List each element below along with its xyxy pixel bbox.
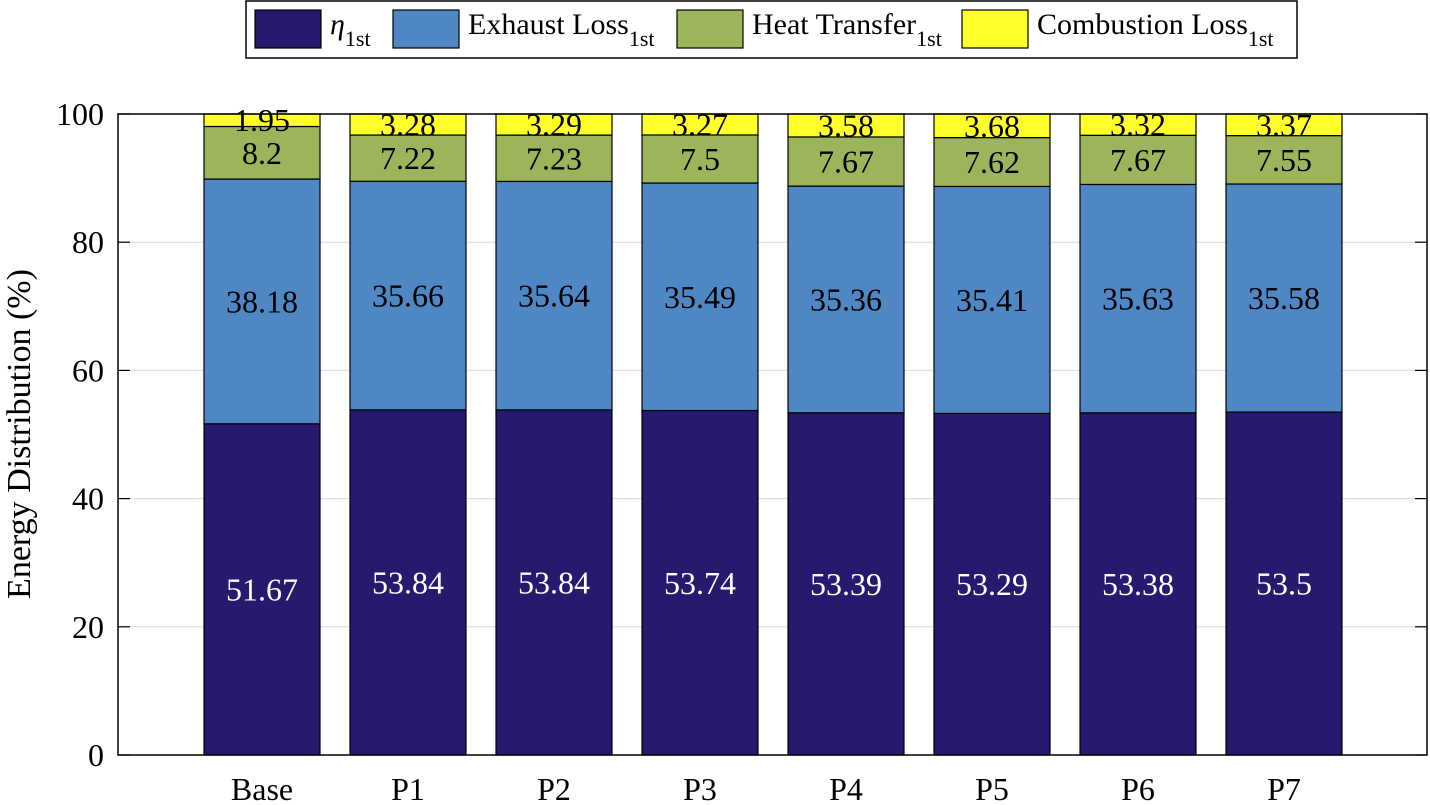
gridlines — [118, 241, 1427, 628]
x-tick-label: P1 — [391, 771, 425, 805]
bar-value-label: 7.67 — [818, 144, 874, 180]
y-tick-label: 60 — [72, 352, 104, 388]
bar-value-label: 53.84 — [518, 564, 590, 600]
x-tick-label: P5 — [975, 771, 1009, 805]
bar-value-label: 7.23 — [526, 140, 582, 176]
y-tick-marks — [118, 113, 1427, 756]
bar-value-label: 53.74 — [664, 565, 736, 601]
bar-value-label: 3.37 — [1256, 107, 1312, 143]
bar-segment — [1225, 135, 1343, 185]
bar-value-label: 53.29 — [956, 566, 1028, 602]
bar-value-labels: 51.67 38.18 8.21.95 53.84 35.66 7.223.28 53.84… — [226, 102, 1320, 607]
bar-segment — [787, 412, 905, 756]
bar-value-label: 3.29 — [526, 107, 582, 143]
x-tick-label: Base — [231, 771, 293, 805]
bar-value-label: 53.39 — [810, 566, 882, 602]
bar-value-label: 1.95 — [234, 102, 290, 138]
bar-segment — [787, 136, 905, 187]
bar-segment — [641, 182, 759, 412]
legend-label-subscript: 1st — [629, 26, 655, 51]
y-axis-label: Energy Distribution (%) — [1, 269, 38, 599]
bar-segment — [787, 185, 905, 414]
x-tick-label: P6 — [1121, 771, 1155, 805]
bar-value-label: 3.28 — [380, 107, 436, 143]
y-tick-labels: 0 20 40 60 80 100 — [56, 96, 104, 773]
legend-items: η1st Exhaust Loss1st Heat Transfer1st Combu… — [254, 8, 1274, 51]
bar-value-label: 53.84 — [372, 564, 444, 600]
legend-swatch — [961, 9, 1029, 49]
bar-segment — [495, 134, 613, 183]
x-tick-labels: Base P1 P2 P3 P4 P5 P6 P7 — [231, 771, 1301, 805]
bar-segment — [1225, 411, 1343, 756]
legend-label: Heat Transfer1st — [752, 8, 942, 51]
legend-label-subscript: 1st — [1248, 26, 1274, 51]
bar-value-label: 53.5 — [1256, 566, 1312, 602]
x-tick-label: P2 — [537, 771, 571, 805]
legend-label-main: Exhaust Loss — [468, 8, 629, 41]
bar-value-label: 35.66 — [372, 278, 444, 314]
axes-background — [118, 114, 1427, 755]
bar-value-label: 51.67 — [226, 571, 298, 607]
legend-swatch — [676, 9, 744, 49]
bar-value-label: 7.55 — [1256, 142, 1312, 178]
bar-value-label: 35.36 — [810, 281, 882, 317]
legend-label-main: Heat Transfer — [752, 8, 916, 41]
axes-frame — [117, 113, 1428, 756]
y-tick-label: 40 — [72, 481, 104, 517]
legend: η1st Exhaust Loss1st Heat Transfer1st Combu… — [245, 0, 1298, 59]
bars — [203, 113, 1343, 756]
bar-value-label: 35.63 — [1102, 281, 1174, 317]
legend-label-subscript: 1st — [345, 26, 371, 51]
bar-segment — [1079, 134, 1197, 186]
legend-label: η1st — [330, 8, 371, 51]
legend-swatch — [392, 9, 460, 49]
bar-segment — [1079, 412, 1197, 756]
bar-segment — [349, 134, 467, 182]
legend-label-subscript: 1st — [916, 26, 942, 51]
bar-value-label: 7.22 — [380, 140, 436, 176]
bar-value-label: 35.58 — [1248, 280, 1320, 316]
bar-segment — [349, 180, 467, 411]
bar-value-label: 3.32 — [1110, 107, 1166, 143]
bar-value-label: 7.62 — [964, 144, 1020, 180]
bar-segment — [1225, 183, 1343, 413]
bar-segment — [203, 125, 321, 180]
bar-value-label: 3.27 — [672, 106, 728, 142]
bar-segment — [641, 409, 759, 756]
bar-segment — [933, 185, 1051, 415]
legend-label: Exhaust Loss1st — [468, 8, 655, 51]
bar-value-label: 35.64 — [518, 278, 590, 314]
bar-value-label: 7.67 — [1110, 142, 1166, 178]
bar-segment — [495, 180, 613, 411]
bar-segment — [203, 423, 321, 756]
x-tick-label: P4 — [829, 771, 863, 805]
bar-value-label: 35.41 — [956, 282, 1028, 318]
x-tick-label: P7 — [1267, 771, 1301, 805]
y-tick-label: 20 — [72, 609, 104, 645]
plot-area: 51.67 38.18 8.21.95 53.84 35.66 7.223.28 53.84… — [117, 102, 1428, 756]
y-tick-label: 0 — [88, 737, 104, 773]
bar-segment — [641, 134, 759, 184]
legend-swatch — [254, 9, 322, 49]
y-axis: 0 20 40 60 80 100 Energy Distribution (%) — [1, 96, 1427, 773]
bar-segment — [933, 136, 1051, 188]
y-tick-label: 100 — [56, 96, 104, 132]
bar-value-label: 3.68 — [964, 108, 1020, 144]
legend-label-main: η — [330, 8, 345, 41]
legend-label-main: Combustion Loss — [1037, 8, 1248, 41]
bar-value-label: 7.5 — [680, 141, 720, 177]
bar-value-label: 35.49 — [664, 279, 736, 315]
y-tick-label: 80 — [72, 224, 104, 260]
bar-segment — [495, 409, 613, 756]
bar-value-label: 38.18 — [226, 283, 298, 319]
x-tick-label: P3 — [683, 771, 717, 805]
legend-label: Combustion Loss1st — [1037, 8, 1274, 51]
bar-value-label: 53.38 — [1102, 566, 1174, 602]
bar-segment — [203, 178, 321, 425]
x-axis: Base P1 P2 P3 P4 P5 P6 P7 — [231, 771, 1301, 805]
bar-value-label: 8.2 — [242, 135, 282, 171]
bar-value-label: 3.58 — [818, 107, 874, 143]
